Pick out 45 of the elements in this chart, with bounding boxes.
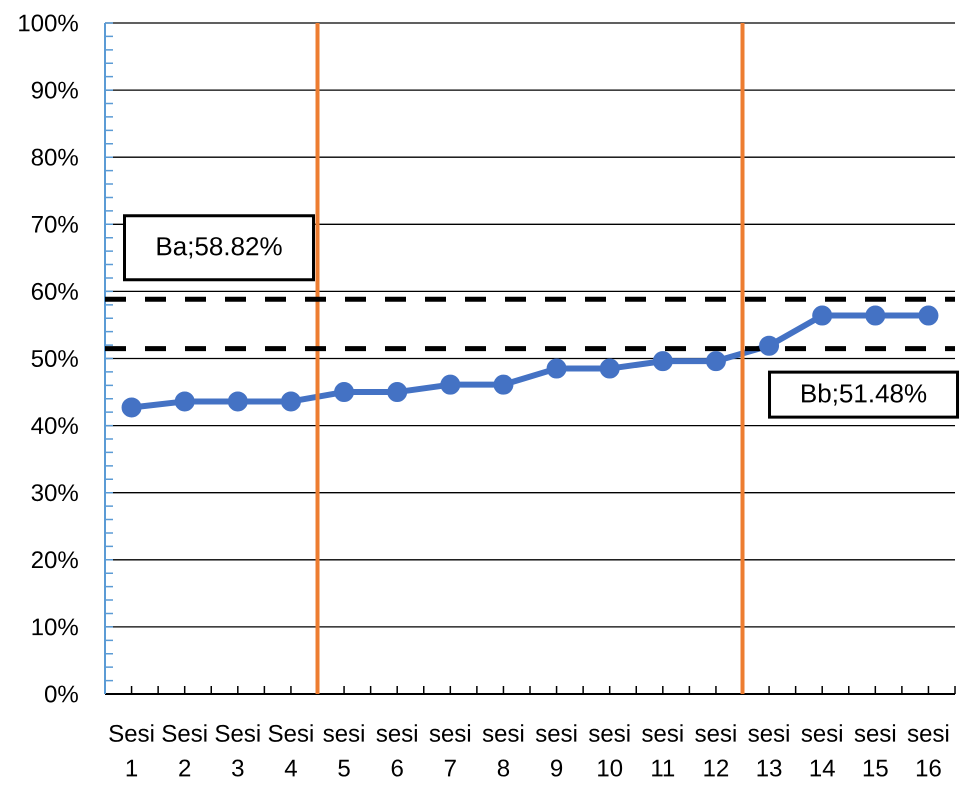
x-tick-label: sesi 10 bbox=[589, 724, 630, 777]
x-tick-label: sesi 13 bbox=[748, 724, 789, 777]
y-tick-label: 30% bbox=[32, 484, 78, 502]
y-tick-label: 0% bbox=[44, 685, 78, 702]
point bbox=[759, 336, 780, 356]
x-tick-label: sesi 11 bbox=[642, 724, 683, 776]
x-tick-label: Sesi 4 bbox=[268, 724, 313, 776]
point bbox=[280, 391, 301, 412]
point bbox=[122, 397, 142, 418]
point bbox=[546, 358, 567, 379]
point bbox=[865, 306, 886, 326]
x-tick-label: Sesi 3 bbox=[216, 724, 260, 777]
ref-line-label: Bb;51.48% bbox=[802, 383, 926, 406]
y-tick-label: 100% bbox=[19, 14, 78, 32]
y-tick-label: 90% bbox=[32, 82, 78, 99]
point bbox=[652, 351, 673, 372]
point bbox=[440, 374, 460, 395]
y-tick-label: 20% bbox=[32, 551, 78, 568]
x-tick-label: sesi 15 bbox=[854, 724, 896, 777]
x-tick-label: sesi 9 bbox=[536, 724, 576, 777]
point bbox=[706, 351, 726, 372]
y-tick-label: 80% bbox=[32, 148, 78, 166]
y-tick-label: 70% bbox=[32, 216, 78, 233]
x-tick-label: sesi 16 bbox=[908, 724, 948, 777]
point bbox=[174, 391, 195, 412]
point bbox=[334, 382, 354, 402]
y-tick-label: 60% bbox=[32, 282, 78, 300]
point bbox=[918, 306, 938, 326]
x-tick-label: sesi 5 bbox=[323, 724, 364, 777]
x-tick-label: sesi 12 bbox=[695, 724, 736, 776]
x-tick-label: Sesi 1 bbox=[109, 724, 154, 776]
y-tick-label: 50% bbox=[32, 350, 78, 367]
ref-line-label: Ba;58.82% bbox=[158, 237, 282, 259]
x-tick-label: sesi 14 bbox=[802, 724, 842, 776]
point bbox=[387, 382, 408, 402]
x-tick-label: sesi 6 bbox=[376, 724, 417, 777]
y-tick-label: 10% bbox=[32, 618, 78, 636]
point bbox=[600, 358, 620, 379]
x-tick-label: sesi 7 bbox=[430, 724, 470, 776]
x-tick-label: sesi 8 bbox=[482, 724, 524, 777]
point bbox=[493, 374, 514, 395]
point bbox=[812, 306, 832, 326]
point bbox=[228, 391, 248, 412]
x-tick-label: Sesi 2 bbox=[162, 724, 206, 776]
y-tick-label: 40% bbox=[31, 417, 78, 434]
